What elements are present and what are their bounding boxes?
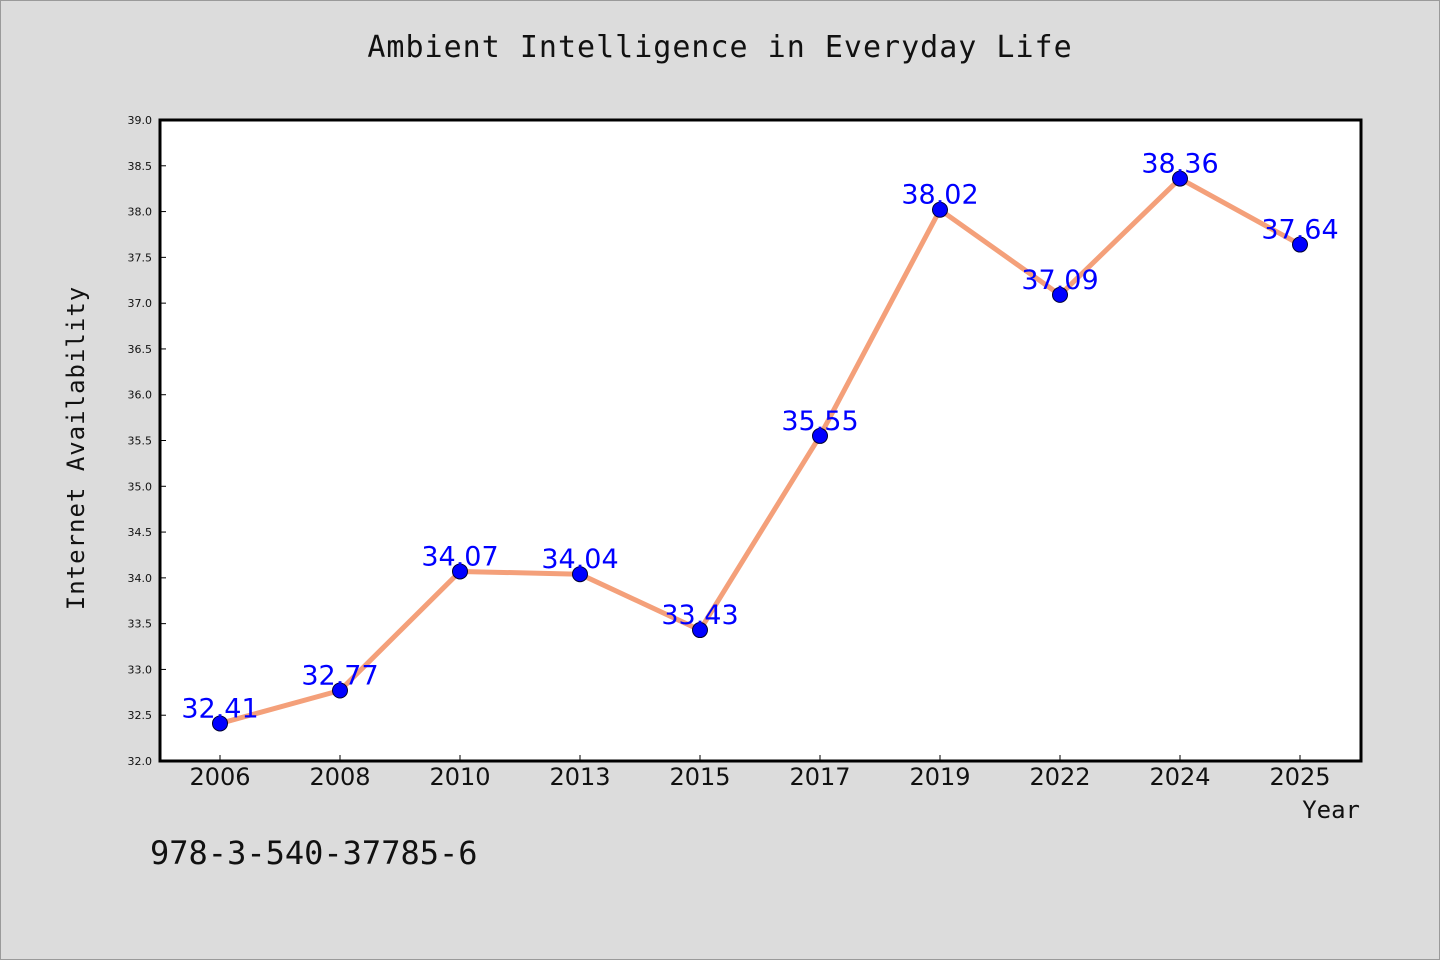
x-tick-label: 2019 xyxy=(909,763,970,791)
data-point xyxy=(1172,170,1188,187)
y-tick-label: 35.0 xyxy=(128,480,153,493)
x-tick-label: 2010 xyxy=(429,763,490,791)
data-label: 34.04 xyxy=(541,544,618,575)
y-tick-label: 35.5 xyxy=(128,435,153,448)
x-tick-label: 2015 xyxy=(669,763,730,791)
y-tick-label: 36.5 xyxy=(128,343,153,356)
x-tick-label: 2006 xyxy=(189,763,250,791)
x-tick-label: 2024 xyxy=(1149,763,1210,791)
y-tick-label: 33.5 xyxy=(128,618,153,631)
chart-title: Ambient Intelligence in Everyday Life xyxy=(367,30,1073,65)
x-tick-label: 2025 xyxy=(1269,763,1330,791)
data-label: 34.07 xyxy=(421,541,498,572)
data-point xyxy=(212,715,228,732)
data-point xyxy=(812,427,828,444)
data-label: 32.41 xyxy=(181,693,258,724)
y-tick-label: 38.5 xyxy=(128,160,153,173)
y-tick-label: 34.5 xyxy=(128,526,153,539)
y-tick-label: 32.5 xyxy=(128,709,153,722)
data-label: 33.43 xyxy=(661,600,738,631)
plot-area xyxy=(158,118,1363,763)
y-tick-label: 33.0 xyxy=(128,663,153,676)
data-label: 37.09 xyxy=(1021,265,1098,296)
x-tick-label: 2008 xyxy=(309,763,370,791)
series-line xyxy=(217,176,1303,726)
data-label: 32.77 xyxy=(301,660,378,691)
y-tick-label: 37.0 xyxy=(128,297,153,310)
x-axis-label: Year xyxy=(1302,796,1360,824)
data-point xyxy=(332,682,348,699)
isbn-text: 978-3-540-37785-6 xyxy=(150,834,478,872)
data-point xyxy=(1052,286,1068,303)
data-label: 38.02 xyxy=(901,180,978,211)
y-tick-label: 36.0 xyxy=(128,389,153,402)
data-label: 38.36 xyxy=(1141,149,1218,180)
data-label: 37.64 xyxy=(1261,215,1338,246)
y-tick-label: 32.0 xyxy=(128,755,153,768)
y-tick-label: 37.5 xyxy=(128,251,153,264)
y-tick-label: 34.0 xyxy=(128,572,153,585)
data-point xyxy=(572,566,588,583)
x-tick-label: 2013 xyxy=(549,763,610,791)
data-point xyxy=(932,201,948,218)
x-tick-label: 2022 xyxy=(1029,763,1090,791)
x-tick-label: 2017 xyxy=(789,763,850,791)
data-point xyxy=(692,622,708,639)
data-point xyxy=(1292,236,1308,253)
data-label: 35.55 xyxy=(781,406,858,437)
y-tick-label: 38.0 xyxy=(128,206,153,219)
y-tick-label: 39.0 xyxy=(128,114,153,127)
data-point xyxy=(452,563,468,580)
